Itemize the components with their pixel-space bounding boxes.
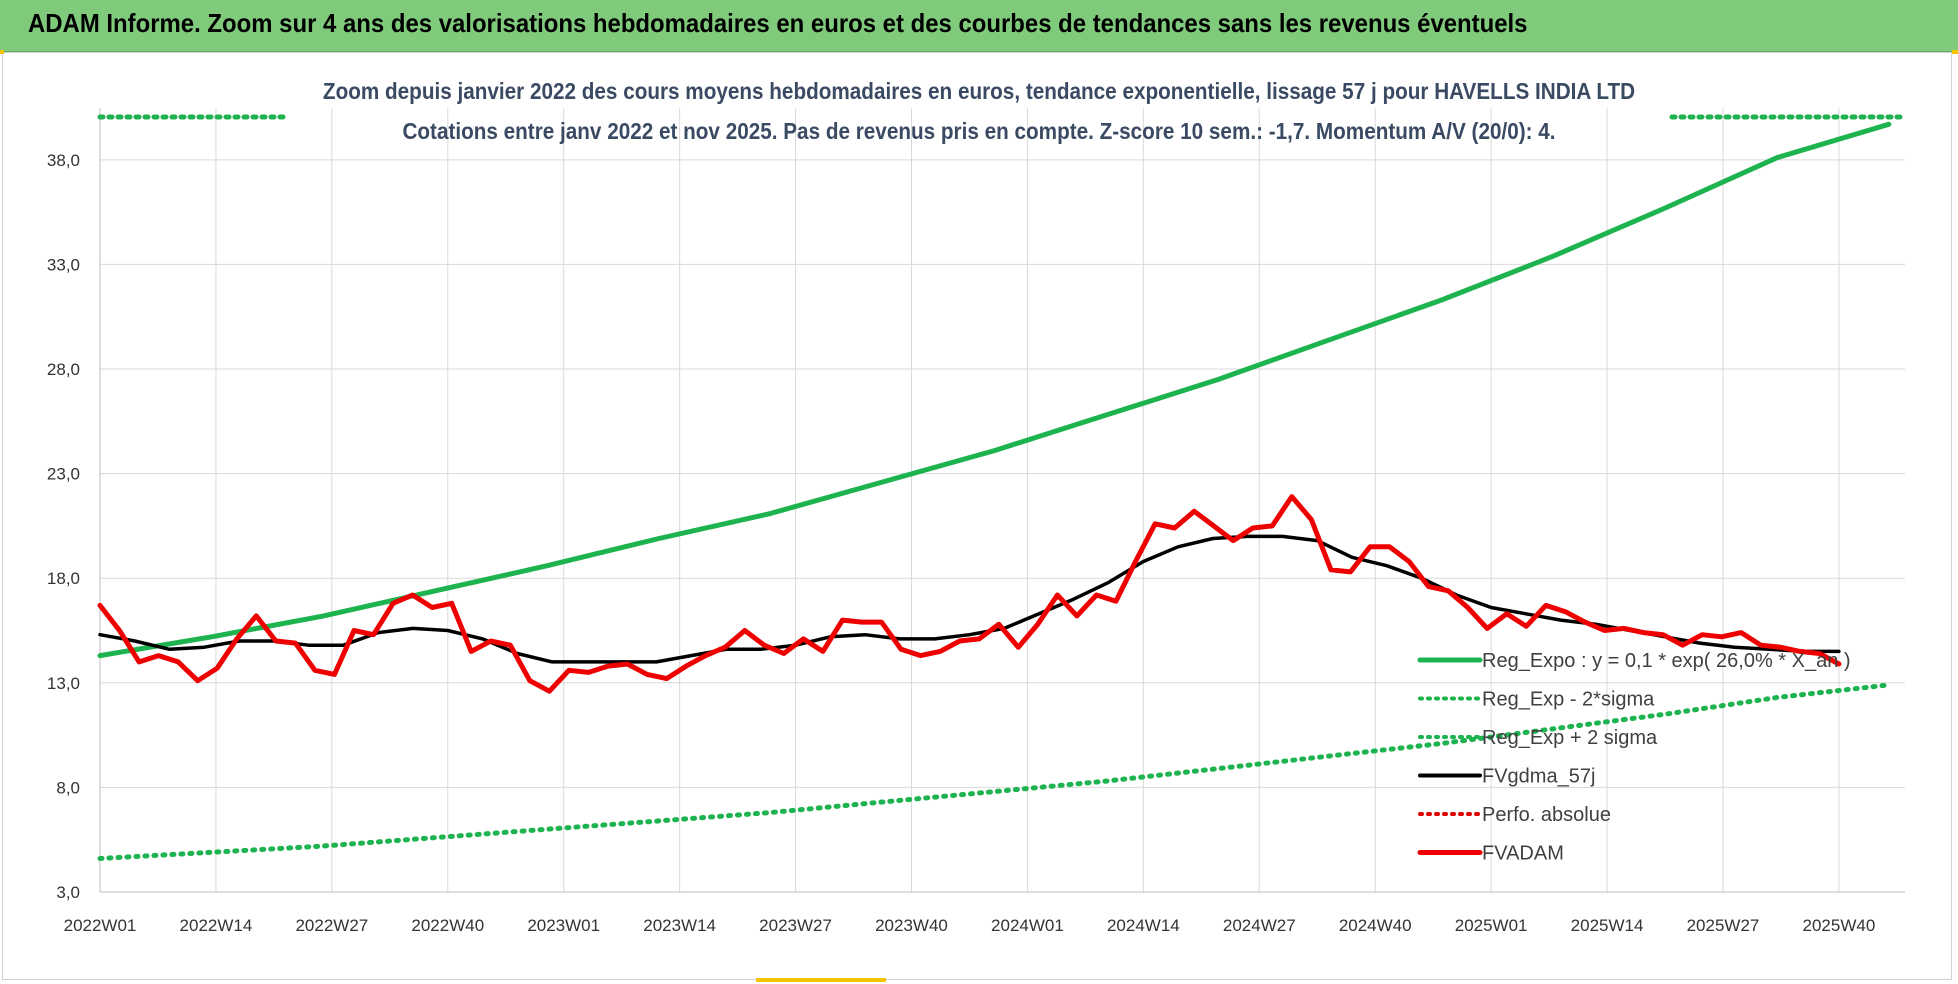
chart-title: Zoom depuis janvier 2022 des cours moyen… bbox=[322, 78, 1636, 104]
y-tick-label: 23,0 bbox=[47, 465, 80, 484]
legend-entry-1: Reg_Exp - 2*sigma bbox=[1482, 689, 1655, 711]
x-tick-label: 2023W27 bbox=[759, 916, 832, 935]
x-tick-label: 2023W14 bbox=[643, 916, 716, 935]
series-line-5 bbox=[97, 494, 1842, 694]
y-tick-label: 8,0 bbox=[56, 778, 80, 797]
legend-entry-3: FVgdma_57j bbox=[1482, 766, 1595, 788]
x-tick-label: 2025W14 bbox=[1571, 916, 1644, 935]
y-tick-label: 3,0 bbox=[56, 883, 80, 902]
series-line-1 bbox=[97, 682, 1892, 861]
page-title: ADAM Informe. Zoom sur 4 ans des valoris… bbox=[28, 8, 1528, 38]
x-tick-label: 2022W01 bbox=[64, 916, 137, 935]
y-tick-label: 33,0 bbox=[47, 255, 80, 274]
x-tick-label: 2024W01 bbox=[991, 916, 1064, 935]
x-tick-label: 2022W14 bbox=[180, 916, 253, 935]
x-tick-label: 2024W27 bbox=[1223, 916, 1296, 935]
legend-entry-5: FVADAM bbox=[1482, 843, 1564, 865]
legend-entry-0: Reg_Expo : y = 0,1 * exp( 26,0% * X_an ) bbox=[1482, 650, 1851, 672]
x-tick-label: 2023W40 bbox=[875, 916, 948, 935]
legend-entry-2: Reg_Exp + 2 sigma bbox=[1482, 727, 1658, 749]
x-tick-label: 2023W01 bbox=[527, 916, 600, 935]
y-tick-label: 28,0 bbox=[47, 360, 80, 379]
corner-marker-left bbox=[0, 50, 4, 54]
y-tick-label: 38,0 bbox=[47, 151, 80, 170]
corner-marker-right bbox=[1952, 50, 1958, 54]
y-tick-label: 13,0 bbox=[47, 674, 80, 693]
x-tick-label: 2025W27 bbox=[1687, 916, 1760, 935]
x-tick-label: 2024W14 bbox=[1107, 916, 1180, 935]
x-tick-label: 2025W01 bbox=[1455, 916, 1528, 935]
corner-marker-bottom bbox=[756, 978, 886, 982]
legend-entry-4: Perfo. absolue bbox=[1482, 804, 1611, 826]
series-line-0 bbox=[97, 121, 1892, 659]
x-tick-label: 2025W40 bbox=[1803, 916, 1876, 935]
chart-subtitle: Cotations entre janv 2022 et nov 2025. P… bbox=[402, 118, 1556, 144]
x-tick-label: 2024W40 bbox=[1339, 916, 1412, 935]
chart-frame bbox=[2, 52, 1952, 980]
series-line-3 bbox=[98, 534, 1841, 664]
x-tick-label: 2022W27 bbox=[295, 916, 368, 935]
y-tick-label: 18,0 bbox=[47, 569, 80, 588]
header-banner: ADAM Informe. Zoom sur 4 ans des valoris… bbox=[0, 0, 1958, 52]
x-tick-label: 2022W40 bbox=[411, 916, 484, 935]
